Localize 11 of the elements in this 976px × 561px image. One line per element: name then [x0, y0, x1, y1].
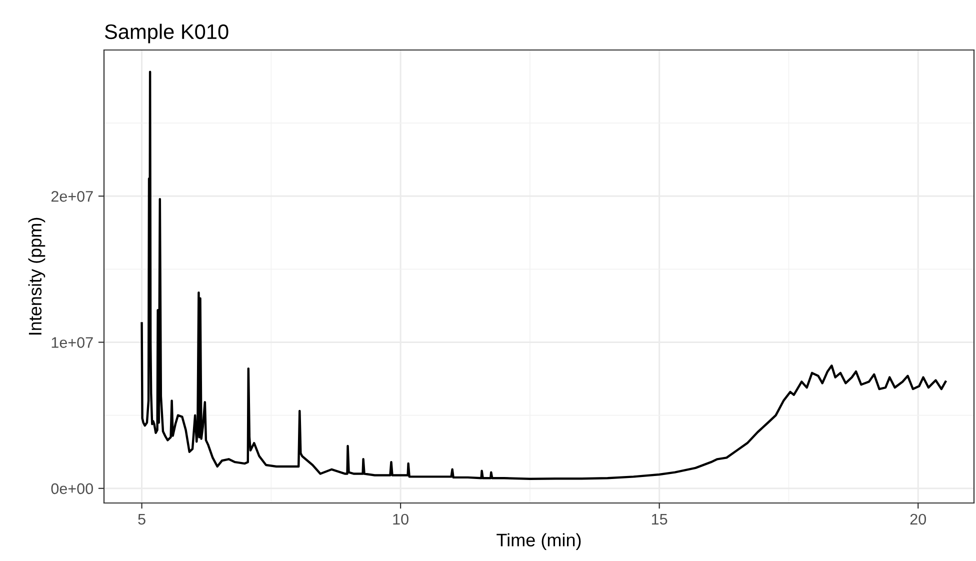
x-tick-label: 15	[652, 514, 668, 525]
x-tick-label: 20	[910, 514, 926, 525]
line-series	[140, 70, 947, 480]
x-tick-label: 5	[138, 514, 146, 525]
x-axis-title: Time (min)	[496, 533, 581, 550]
y-tick-label: 0e+00	[51, 483, 93, 494]
chart-title: Sample K010	[104, 24, 228, 44]
y-tick-label: 2e+07	[51, 190, 93, 202]
y-axis-title: Intensity (ppm)	[28, 218, 46, 335]
y-tick-label: 1e+07	[52, 337, 93, 348]
x-tick-label: 10	[393, 514, 408, 525]
